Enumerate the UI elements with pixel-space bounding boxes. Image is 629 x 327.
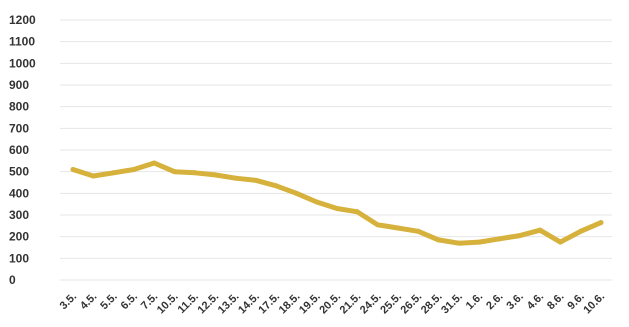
y-tick-label: 900 bbox=[9, 78, 29, 92]
data-point bbox=[415, 228, 421, 234]
x-tick-label: 5.5. bbox=[98, 291, 119, 312]
data-point bbox=[314, 199, 320, 205]
y-tick-label: 1200 bbox=[9, 13, 36, 27]
data-point bbox=[212, 172, 218, 178]
y-tick-label: 600 bbox=[9, 143, 29, 157]
data-point bbox=[557, 239, 563, 245]
y-tick-label: 700 bbox=[9, 121, 29, 135]
data-point bbox=[151, 160, 157, 166]
data-point bbox=[172, 169, 178, 175]
x-tick-label: 1.6. bbox=[464, 291, 485, 312]
x-tick-label: 24.5. bbox=[358, 291, 384, 317]
y-tick-label: 300 bbox=[9, 208, 29, 222]
x-tick-label: 14.5. bbox=[236, 291, 262, 317]
series-layer bbox=[70, 160, 604, 246]
y-tick-label: 500 bbox=[9, 165, 29, 179]
x-tick-label: 19.5. bbox=[297, 291, 323, 317]
x-tick-label: 10.6. bbox=[581, 291, 607, 317]
x-tick-label: 28.5. bbox=[419, 291, 445, 317]
y-tick-label: 200 bbox=[9, 230, 29, 244]
x-tick-label: 26.5. bbox=[399, 291, 425, 317]
data-point bbox=[598, 220, 604, 226]
x-tick-label: 13.5. bbox=[216, 291, 242, 317]
y-tick-label: 1000 bbox=[9, 56, 36, 70]
data-point bbox=[232, 175, 238, 181]
y-tick-label: 800 bbox=[9, 100, 29, 114]
series-line-0 bbox=[70, 160, 604, 246]
x-tick-label: 3.5. bbox=[58, 291, 79, 312]
data-point bbox=[70, 167, 76, 172]
data-point bbox=[395, 225, 401, 231]
x-tick-label: 20.5. bbox=[317, 291, 343, 317]
data-point bbox=[111, 170, 117, 176]
data-point bbox=[436, 237, 442, 243]
x-tick-label: 2.6. bbox=[484, 291, 505, 312]
data-point bbox=[476, 239, 482, 245]
data-point bbox=[293, 190, 299, 196]
data-point bbox=[90, 173, 96, 179]
y-axis-ticks: 0 100 200 300 400 500 600 700 800 900 1000 1100 1200 bbox=[9, 13, 36, 287]
grid-layer bbox=[60, 19, 612, 281]
x-axis-ticks: 3.5.4.5.5.5.6.5.7.5.10.5.11.5.12.5.13.5.… bbox=[58, 291, 607, 317]
x-tick-label: 4.5. bbox=[78, 291, 99, 312]
x-tick-label: 17.5. bbox=[256, 291, 282, 317]
data-point bbox=[517, 233, 523, 239]
data-point bbox=[131, 167, 137, 172]
data-point bbox=[375, 222, 381, 228]
x-tick-label: 25.5. bbox=[378, 291, 404, 317]
y-tick-label: 1100 bbox=[9, 35, 35, 49]
data-point bbox=[578, 228, 584, 234]
data-point bbox=[456, 240, 462, 246]
x-tick-label: 4.6. bbox=[525, 291, 546, 312]
x-tick-label: 12.5. bbox=[195, 291, 221, 317]
data-point bbox=[354, 209, 360, 215]
data-point bbox=[496, 236, 502, 242]
data-point bbox=[273, 183, 279, 189]
x-tick-label: 6.5. bbox=[119, 291, 140, 312]
data-point bbox=[192, 170, 198, 176]
x-tick-label: 31.5. bbox=[439, 291, 465, 317]
x-tick-label: 8.6. bbox=[545, 291, 566, 312]
data-point bbox=[537, 227, 543, 233]
y-tick-label: 400 bbox=[9, 186, 29, 200]
x-tick-label: 3.6. bbox=[504, 291, 525, 312]
x-tick-label: 21.5. bbox=[338, 291, 364, 317]
data-point bbox=[253, 177, 259, 183]
x-tick-label: 18.5. bbox=[277, 291, 303, 317]
x-tick-label: 10.5. bbox=[155, 291, 181, 317]
y-tick-label: 0 bbox=[9, 273, 16, 287]
data-point bbox=[334, 206, 340, 211]
y-tick-label: 100 bbox=[9, 251, 29, 265]
x-tick-label: 11.5. bbox=[176, 291, 201, 316]
